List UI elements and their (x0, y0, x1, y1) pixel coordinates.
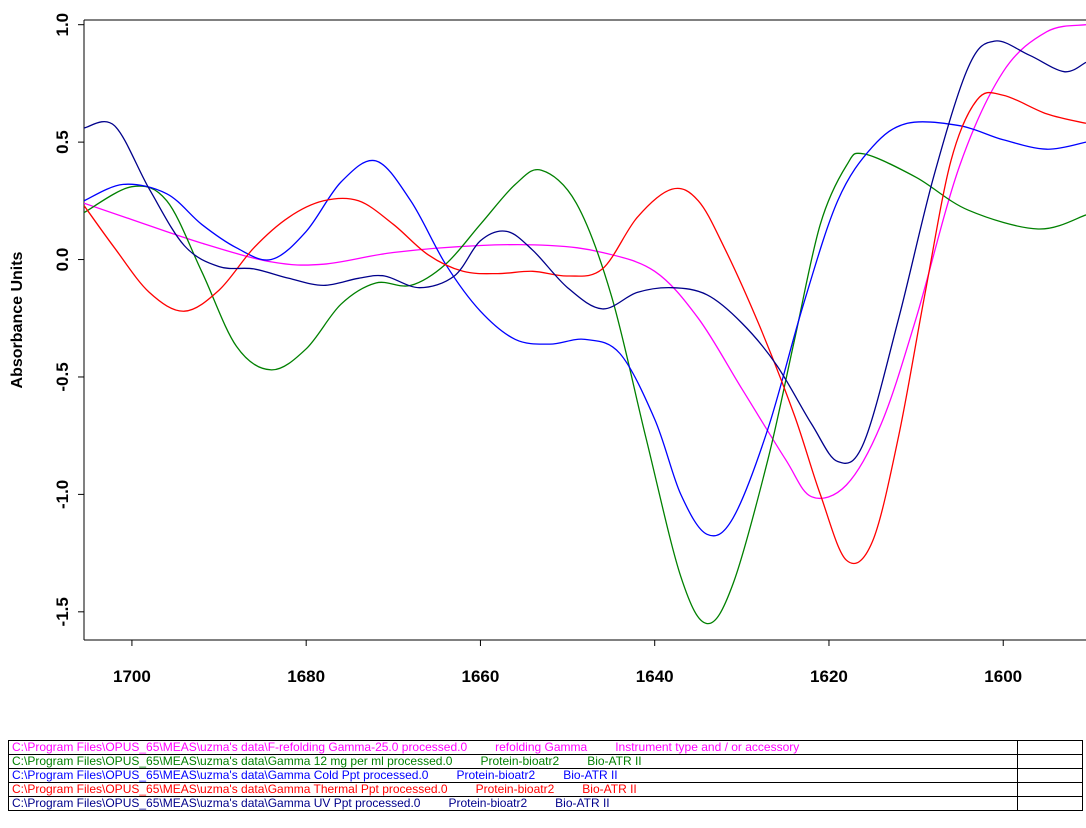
legend-empty-cell (1017, 796, 1083, 811)
legend-empty-cell (1017, 754, 1083, 769)
legend-file-path: C:\Program Files\OPUS_65\MEAS\uzma's dat… (12, 782, 448, 796)
legend-file-path: C:\Program Files\OPUS_65\MEAS\uzma's dat… (12, 796, 421, 810)
legend-file-path: C:\Program Files\OPUS_65\MEAS\uzma's dat… (12, 754, 453, 768)
legend-row: C:\Program Files\OPUS_65\MEAS\uzma's dat… (8, 796, 1083, 811)
legend-entry: C:\Program Files\OPUS_65\MEAS\uzma's dat… (8, 782, 1018, 797)
x-tick-label: 1680 (287, 667, 325, 686)
legend-file-path: C:\Program Files\OPUS_65\MEAS\uzma's dat… (12, 768, 429, 782)
spectra-lines (84, 24, 1086, 625)
legend-sample-name: refolding Gamma (495, 740, 588, 754)
legend-row: C:\Program Files\OPUS_65\MEAS\uzma's dat… (8, 782, 1083, 797)
legend-empty-cell (1017, 782, 1083, 797)
y-tick-label: -1.5 (53, 597, 72, 626)
legend-sample-name: Protein-bioatr2 (456, 768, 536, 782)
legend-file-path: C:\Program Files\OPUS_65\MEAS\uzma's dat… (12, 740, 468, 754)
x-tick-label: 1640 (636, 667, 674, 686)
legend-sample-name: Protein-bioatr2 (480, 754, 560, 768)
legend-entry: C:\Program Files\OPUS_65\MEAS\uzma's dat… (8, 796, 1018, 811)
y-tick-label: 1.0 (53, 13, 72, 37)
spectrum-line-4 (84, 91, 1086, 565)
legend-entry: C:\Program Files\OPUS_65\MEAS\uzma's dat… (8, 768, 1018, 783)
legend-entry: C:\Program Files\OPUS_65\MEAS\uzma's dat… (8, 754, 1018, 769)
legend-table: C:\Program Files\OPUS_65\MEAS\uzma's dat… (8, 740, 1083, 811)
legend-row: C:\Program Files\OPUS_65\MEAS\uzma's dat… (8, 740, 1083, 755)
y-tick-label: -0.5 (53, 362, 72, 391)
spectrum-line-5 (84, 40, 1086, 464)
y-tick-label: -1.0 (53, 480, 72, 509)
legend-instrument: Instrument type and / or accessory (615, 740, 800, 754)
legend-empty-cell (1017, 740, 1083, 755)
spectrum-plot: 1700 1680 1660 1640 1620 1600 1.0 0.5 0.0 -0.5 -1.… (9, 13, 1086, 686)
legend-instrument: Bio-ATR II (555, 796, 610, 810)
legend-entry: C:\Program Files\OPUS_65\MEAS\uzma's dat… (8, 740, 1018, 755)
legend-instrument: Bio-ATR II (587, 754, 642, 768)
y-axis-label: Absorbance Units (9, 251, 26, 388)
legend-instrument: Bio-ATR II (563, 768, 618, 782)
legend-row: C:\Program Files\OPUS_65\MEAS\uzma's dat… (8, 768, 1083, 783)
y-tick-label: 0.0 (53, 248, 72, 272)
spectrum-line-2 (84, 152, 1086, 625)
x-tick-label: 1700 (113, 667, 151, 686)
x-tick-label: 1600 (984, 667, 1022, 686)
y-tick-label: 0.5 (53, 130, 72, 154)
spectrum-line-1 (84, 24, 1086, 500)
legend-sample-name: Protein-bioatr2 (448, 796, 528, 810)
x-tick-label: 1620 (810, 667, 848, 686)
axes: 1700 1680 1660 1640 1620 1600 1.0 0.5 0.0 -0.5 -1.… (53, 13, 1086, 686)
legend-empty-cell (1017, 768, 1083, 783)
x-tick-label: 1660 (462, 667, 500, 686)
legend-instrument: Bio-ATR II (582, 782, 637, 796)
legend-row: C:\Program Files\OPUS_65\MEAS\uzma's dat… (8, 754, 1083, 769)
legend-sample-name: Protein-bioatr2 (475, 782, 555, 796)
spectrum-line-3 (84, 121, 1086, 537)
